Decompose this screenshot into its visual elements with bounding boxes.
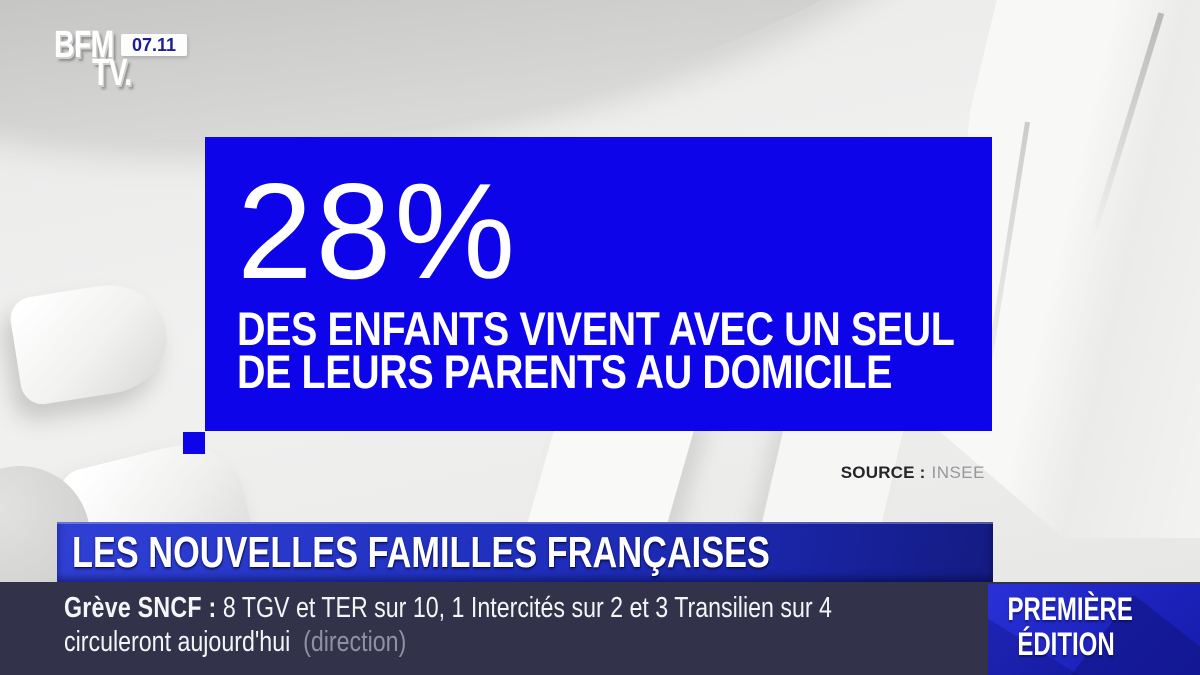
stat-caption-line1: DES ENFANTS VIVENT AVEC UN SEUL <box>237 302 955 355</box>
program-badge-line2: ÉDITION <box>1017 626 1115 662</box>
headline-banner: LES NOUVELLES FAMILLES FRANÇAISES <box>57 522 993 582</box>
stat-accent-square <box>183 432 205 454</box>
ticker-topic: Grève SNCF : <box>64 592 217 624</box>
ticker-line1: Grève SNCF : 8 TGV et TER sur 10, 1 Inte… <box>64 591 832 625</box>
stat-card: 28% DES ENFANTS VIVENT AVEC UN SEUL DE L… <box>205 137 992 431</box>
bfm-logo-line1: BFM <box>54 24 114 66</box>
program-badge-line1: PREMIÈRE <box>1007 591 1133 627</box>
ticker-continuation: circuleront aujourd'hui <box>64 626 291 658</box>
clock-badge: 07.11 <box>121 34 187 56</box>
source-value: INSEE <box>931 463 985 482</box>
bfm-logo-line2: TV. <box>92 52 132 94</box>
ticker-line2: circuleront aujourd'hui (direction) <box>64 625 832 659</box>
stat-caption-line2: DE LEURS PARENTS AU DOMICILE <box>237 345 893 399</box>
headline-title: LES NOUVELLES FAMILLES FRANÇAISES <box>72 528 770 577</box>
ticker-attribution: (direction) <box>303 626 407 658</box>
stat-caption: DES ENFANTS VIVENT AVEC UN SEUL DE LEURS… <box>237 302 955 399</box>
source-label: SOURCE : <box>840 463 926 482</box>
bg-shape-mid-slab <box>524 424 696 534</box>
bg-shape-left-pill <box>7 276 175 408</box>
source-line: SOURCE : INSEE <box>760 463 985 483</box>
program-badge: PREMIÈRE ÉDITION <box>988 584 1200 675</box>
ticker-text: Grève SNCF : 8 TGV et TER sur 10, 1 Inte… <box>64 591 832 659</box>
stat-value: 28% <box>237 155 519 307</box>
program-badge-text: PREMIÈRE ÉDITION <box>1007 591 1133 662</box>
ticker-headline: 8 TGV et TER sur 10, 1 Intercités sur 2 … <box>222 592 832 624</box>
